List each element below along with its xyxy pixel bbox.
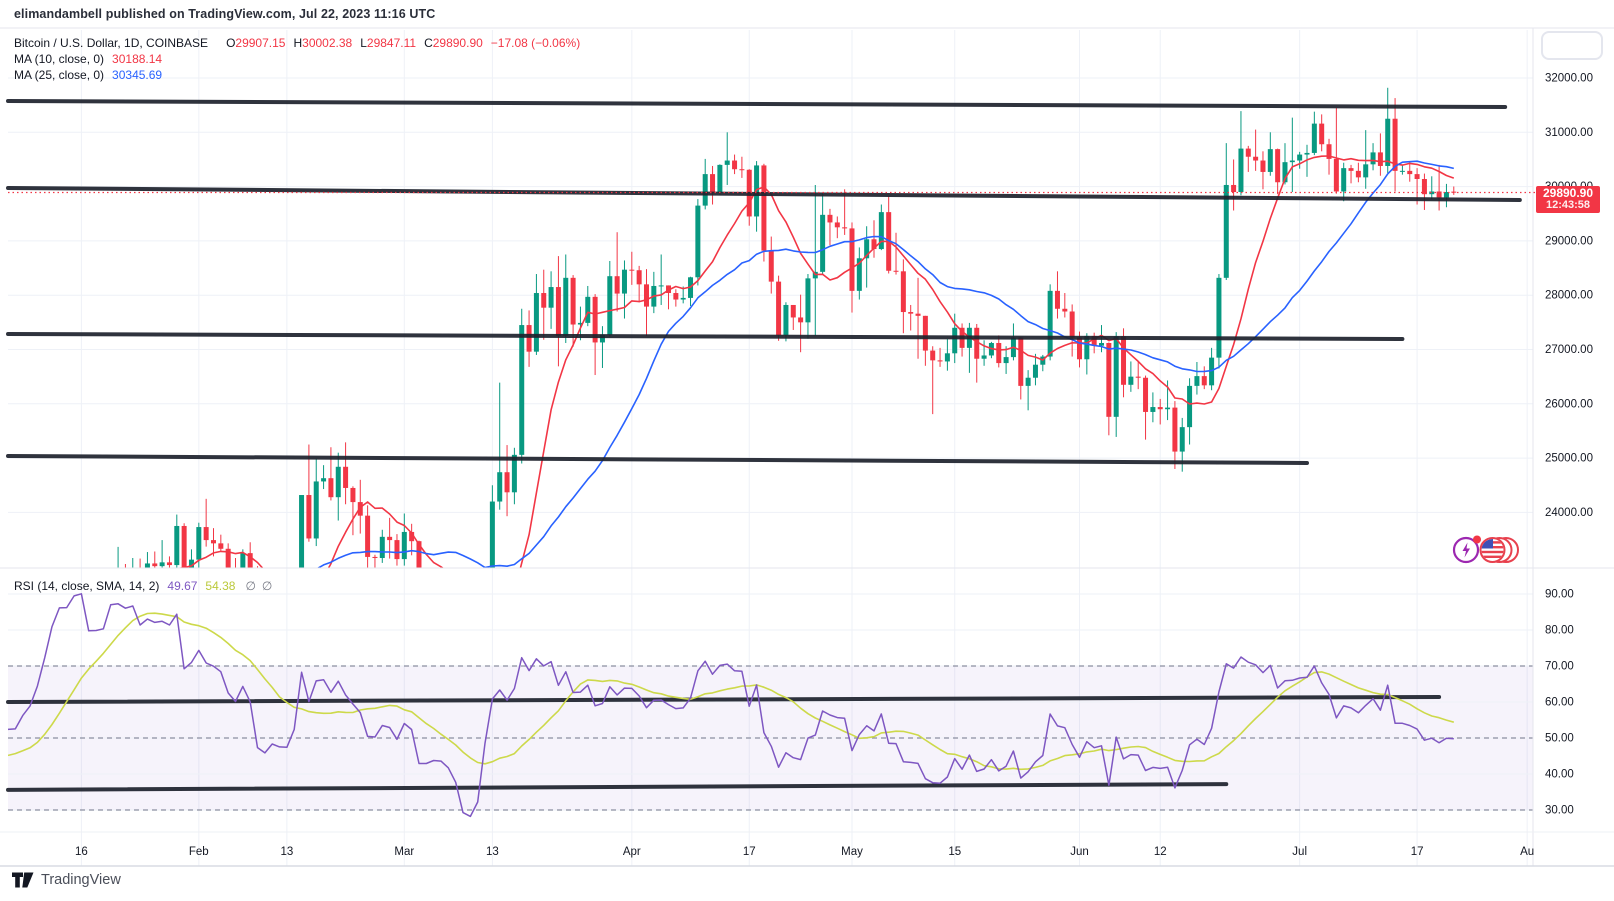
symbol-row: Bitcoin / U.S. Dollar, 1D, COINBASE O2990… xyxy=(14,36,580,51)
high-key: H xyxy=(293,36,303,50)
ma10-label[interactable]: MA (10, close, 0) xyxy=(14,52,105,66)
svg-text:27000.00: 27000.00 xyxy=(1545,344,1593,356)
tradingview-logo-icon xyxy=(12,872,34,888)
svg-text:31000.00: 31000.00 xyxy=(1545,127,1593,139)
notification-dot xyxy=(1473,535,1481,544)
ma25-label[interactable]: MA (25, close, 0) xyxy=(14,68,105,82)
close-value: 29890.90 xyxy=(432,36,483,50)
ma10-value: 30188.14 xyxy=(112,52,163,66)
svg-text:28000.00: 28000.00 xyxy=(1545,290,1593,302)
open-key: O xyxy=(226,36,236,50)
main-legend[interactable]: Bitcoin / U.S. Dollar, 1D, COINBASE O2990… xyxy=(14,36,580,84)
close-key: C xyxy=(424,36,433,50)
ma10-row: MA (10, close, 0) 30188.14 xyxy=(14,52,580,67)
svg-text:17: 17 xyxy=(1411,846,1424,858)
chart-badges[interactable] xyxy=(1450,533,1522,566)
high-value: 30002.38 xyxy=(302,36,353,50)
rsi-band-empty-values: ∅∅ xyxy=(245,579,279,593)
svg-text:Mar: Mar xyxy=(394,846,414,858)
svg-text:32000.00: 32000.00 xyxy=(1545,73,1593,85)
publish-header: elimandambell published on TradingView.c… xyxy=(14,7,436,21)
svg-text:Apr: Apr xyxy=(623,846,641,858)
symbol-title[interactable]: Bitcoin / U.S. Dollar, 1D, COINBASE xyxy=(14,36,209,50)
svg-text:13: 13 xyxy=(280,846,293,858)
svg-text:Jul: Jul xyxy=(1292,846,1307,858)
svg-text:80.00: 80.00 xyxy=(1545,625,1574,637)
last-price-label: 29890.90 12:43:58 xyxy=(1536,186,1600,213)
axis-corner-button[interactable] xyxy=(1541,31,1603,60)
svg-text:Jun: Jun xyxy=(1070,846,1089,858)
svg-text:16: 16 xyxy=(75,846,88,858)
bar-countdown: 12:43:58 xyxy=(1545,199,1591,211)
last-price-value: 29890.90 xyxy=(1542,186,1594,200)
rsi-legend[interactable]: RSI (14, close, SMA, 14, 2) 49.67 54.38 ∅∅ xyxy=(14,579,278,593)
svg-text:26000.00: 26000.00 xyxy=(1545,398,1593,410)
change-value: −17.08 (−0.06%) xyxy=(490,36,581,50)
svg-text:60.00: 60.00 xyxy=(1545,697,1574,709)
svg-text:Feb: Feb xyxy=(189,846,209,858)
low-key: L xyxy=(360,36,367,50)
svg-text:17: 17 xyxy=(743,846,756,858)
related-markets-flags-icon[interactable] xyxy=(1479,537,1519,563)
svg-text:Au: Au xyxy=(1520,846,1534,858)
open-value: 29907.15 xyxy=(235,36,286,50)
rsi-sma-value: 54.38 xyxy=(205,579,236,593)
svg-text:May: May xyxy=(841,846,863,858)
svg-text:15: 15 xyxy=(948,846,961,858)
svg-text:24000.00: 24000.00 xyxy=(1545,507,1593,519)
svg-text:50.00: 50.00 xyxy=(1545,733,1574,745)
svg-text:40.00: 40.00 xyxy=(1545,769,1574,781)
rsi-label[interactable]: RSI (14, close, SMA, 14, 2) xyxy=(14,579,160,593)
svg-text:12: 12 xyxy=(1154,846,1167,858)
svg-text:30.00: 30.00 xyxy=(1545,805,1574,817)
svg-text:13: 13 xyxy=(486,846,499,858)
ma25-row: MA (25, close, 0) 30345.69 xyxy=(14,68,580,83)
svg-text:90.00: 90.00 xyxy=(1545,589,1574,601)
low-value: 29847.11 xyxy=(366,36,417,50)
rsi-value: 49.67 xyxy=(167,579,198,593)
ma25-value: 30345.69 xyxy=(112,68,163,82)
tradingview-logo[interactable]: TradingView xyxy=(12,871,121,889)
svg-text:25000.00: 25000.00 xyxy=(1545,453,1593,465)
svg-text:29000.00: 29000.00 xyxy=(1545,235,1593,247)
svg-text:70.00: 70.00 xyxy=(1545,661,1574,673)
ideas-flash-icon[interactable] xyxy=(1452,535,1481,564)
tradingview-logo-text: TradingView xyxy=(41,872,121,888)
